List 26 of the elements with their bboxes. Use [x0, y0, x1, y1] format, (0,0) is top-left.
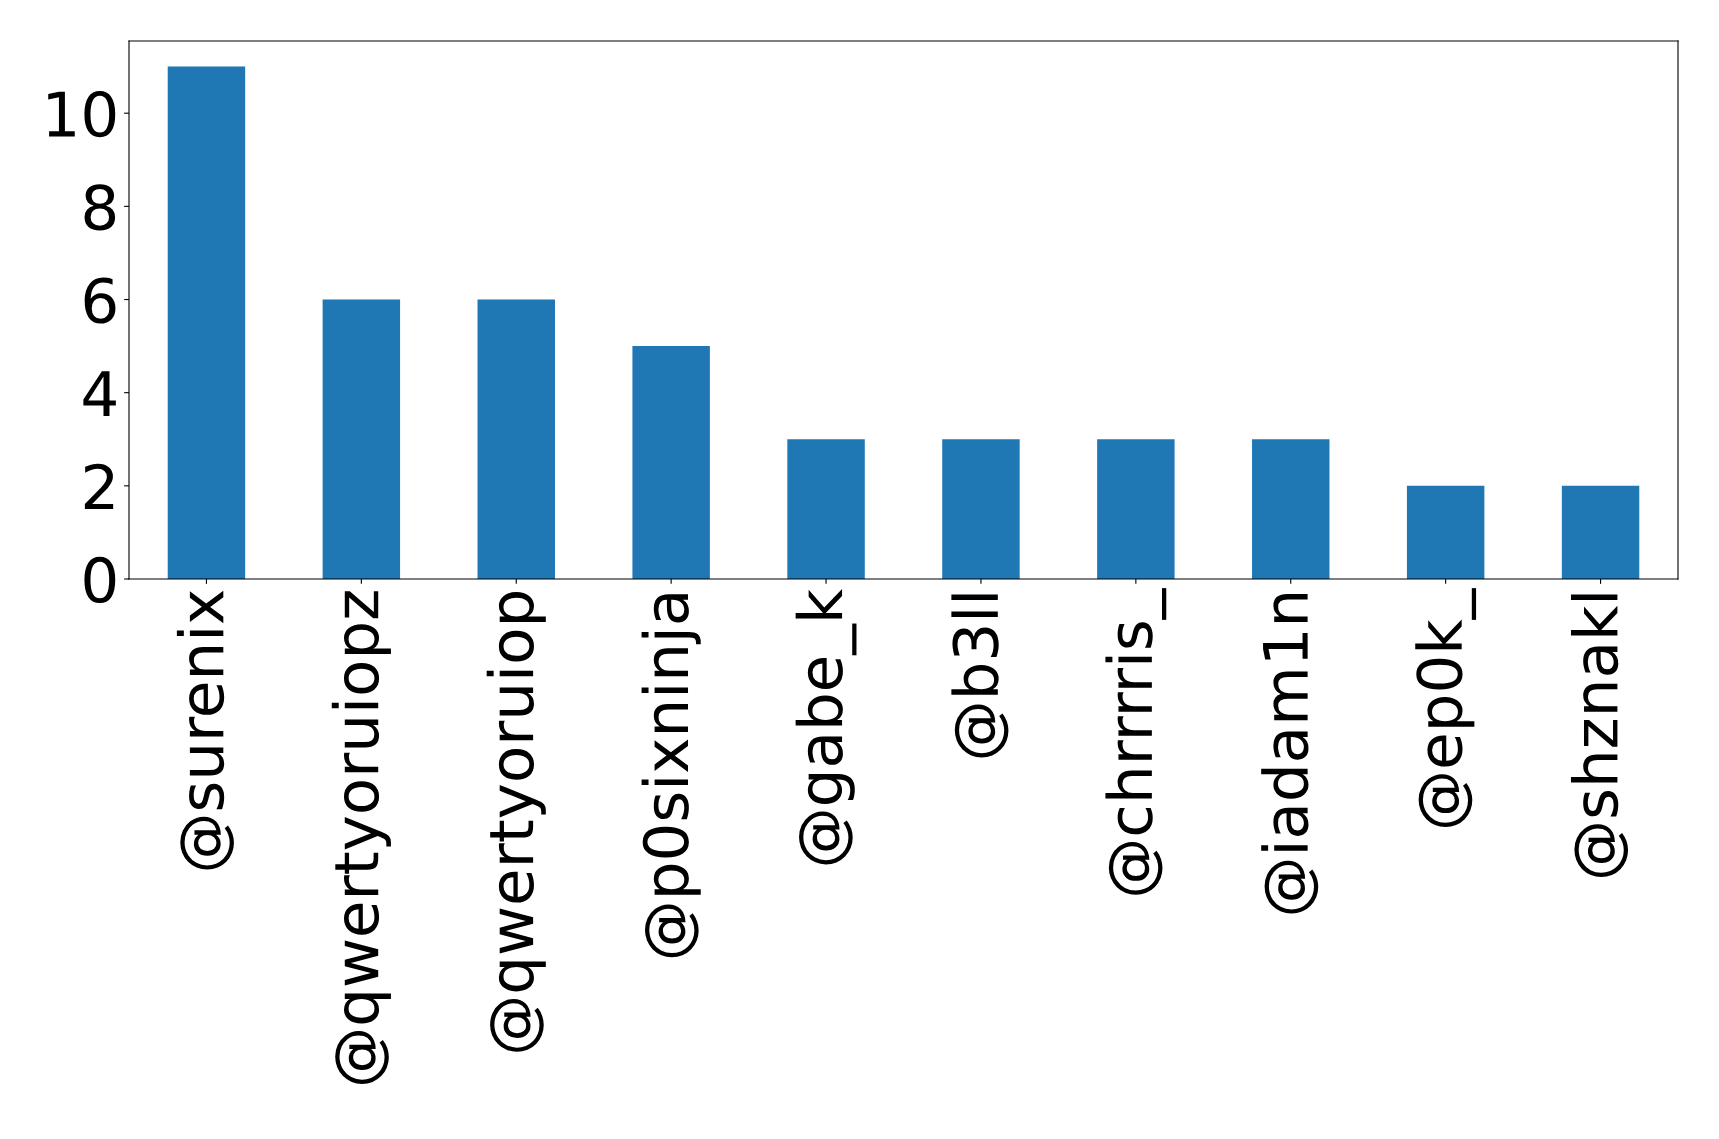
bar [632, 346, 710, 579]
bar [477, 299, 555, 579]
bar [322, 299, 401, 579]
x-tick-label: @iadam1n [1261, 593, 1319, 914]
y-tick-label: 6 [84, 277, 116, 324]
x-tick-label: @shznakl [1570, 594, 1629, 877]
bar [942, 439, 1020, 579]
y-tick-label: 2 [84, 463, 114, 510]
bar [167, 66, 246, 579]
x-tick-label: @p0sixninja [641, 594, 701, 958]
bar [1561, 485, 1640, 579]
bar [1097, 439, 1175, 579]
x-tick-label: @gabe_k [795, 588, 857, 865]
y-tick-label: 10 [48, 91, 116, 138]
bar [1252, 439, 1330, 579]
x-tick-label: @qwertyoruiopz [331, 591, 391, 1084]
y-tick-label: 0 [84, 556, 116, 604]
bar [787, 439, 865, 579]
x-tick-label: @chrrrris_ [1105, 588, 1167, 895]
y-tick-label: 8 [84, 184, 116, 231]
y-tick-label: 4 [83, 371, 116, 416]
bar [1406, 485, 1485, 579]
x-tick-label: @surenix [176, 590, 234, 870]
x-tick-label: @b3ll [951, 594, 1009, 758]
x-tick-label: @ep0k_ [1415, 588, 1477, 828]
x-tick-label: @qwertyoruiop [486, 592, 546, 1052]
